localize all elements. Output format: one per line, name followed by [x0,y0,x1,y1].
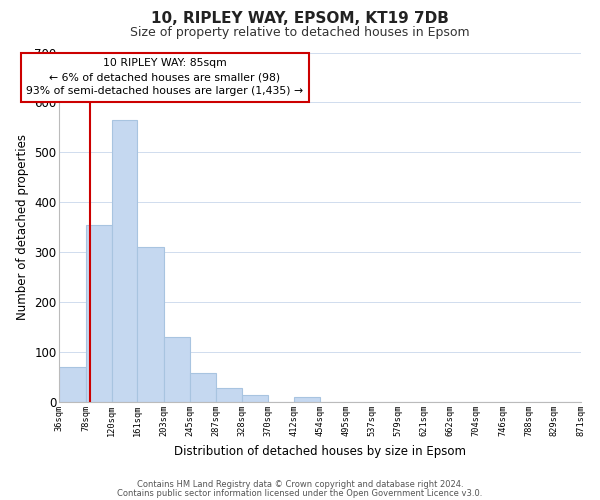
X-axis label: Distribution of detached houses by size in Epsom: Distribution of detached houses by size … [174,444,466,458]
Text: Contains public sector information licensed under the Open Government Licence v3: Contains public sector information licen… [118,488,482,498]
Bar [216,388,242,402]
Bar [137,247,164,402]
Bar [190,374,216,402]
Text: Contains HM Land Registry data © Crown copyright and database right 2024.: Contains HM Land Registry data © Crown c… [137,480,463,489]
Text: 10 RIPLEY WAY: 85sqm
← 6% of detached houses are smaller (98)
93% of semi-detach: 10 RIPLEY WAY: 85sqm ← 6% of detached ho… [26,58,304,96]
Text: Size of property relative to detached houses in Epsom: Size of property relative to detached ho… [130,26,470,39]
Bar [112,120,137,402]
Bar [242,396,268,402]
Bar [86,224,112,402]
Y-axis label: Number of detached properties: Number of detached properties [16,134,29,320]
Bar [164,337,190,402]
Bar [59,367,86,402]
Text: 10, RIPLEY WAY, EPSOM, KT19 7DB: 10, RIPLEY WAY, EPSOM, KT19 7DB [151,11,449,26]
Bar [294,397,320,402]
